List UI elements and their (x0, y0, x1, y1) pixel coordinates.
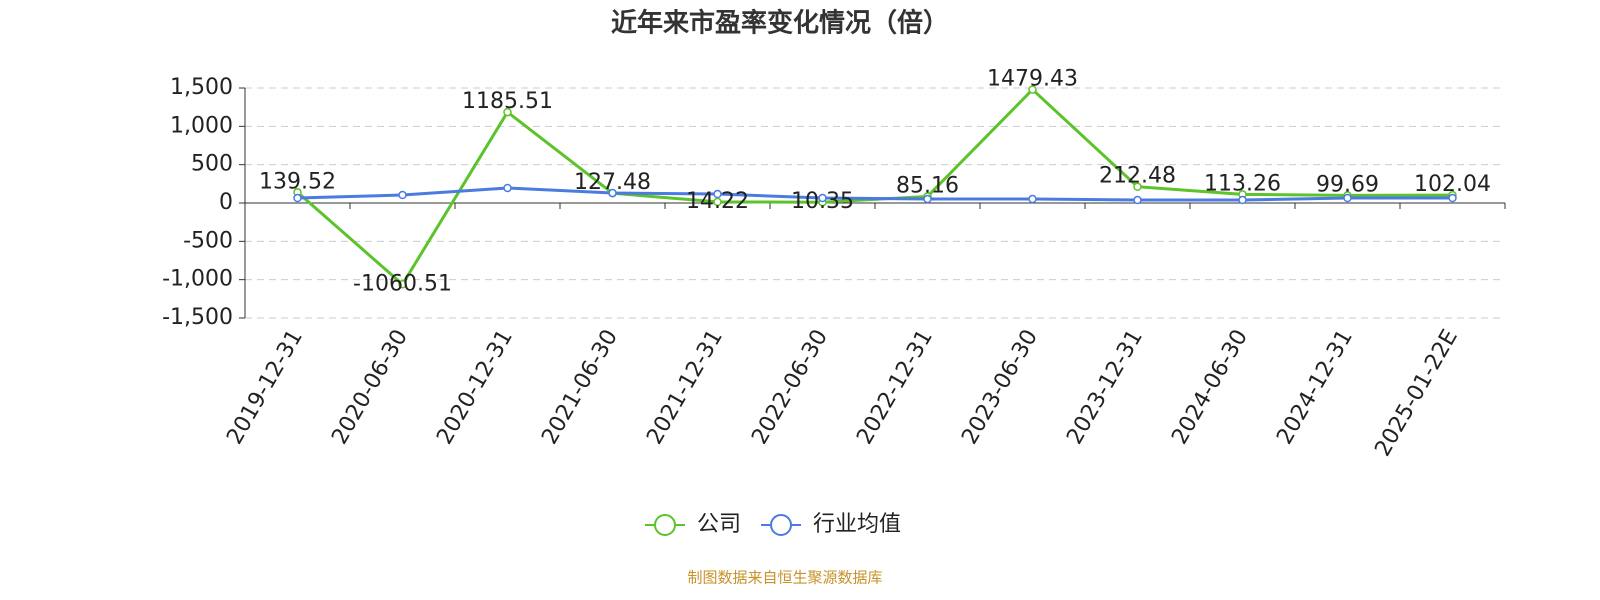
y-tick-label: 500 (191, 152, 233, 177)
x-tick-label: 2019-12-31 (222, 326, 308, 449)
x-tick-label: 2023-06-30 (957, 326, 1043, 449)
data-label: 10.35 (791, 189, 854, 214)
legend-label: 行业均值 (813, 512, 901, 537)
point (608, 188, 617, 198)
point (818, 193, 827, 203)
y-tick-label: 1,500 (170, 75, 233, 100)
y-tick-label: -500 (183, 228, 233, 253)
x-tick-label: 2021-06-30 (537, 326, 623, 449)
data-label: 139.52 (259, 169, 336, 194)
point (398, 280, 407, 289)
point (1028, 194, 1037, 204)
data-label: 212.48 (1099, 164, 1176, 189)
data-label: 14.22 (686, 189, 749, 214)
point (713, 197, 722, 207)
point (1343, 193, 1352, 203)
x-tick-label: 2025-01-22E (1370, 326, 1463, 461)
series-line (297, 186, 1453, 202)
x-tick-label: 2020-12-31 (432, 326, 518, 449)
x-tick-label: 2022-06-30 (747, 326, 833, 449)
y-tick-label: 1,000 (170, 113, 233, 138)
y-tick-label: 0 (219, 190, 233, 215)
y-tick-label: -1,500 (162, 305, 233, 330)
point (293, 193, 302, 203)
x-tick-label: 2020-06-30 (327, 326, 413, 449)
x-tick-label: 2021-12-31 (642, 326, 728, 449)
point (1448, 193, 1457, 203)
point (503, 183, 512, 193)
data-label: 99.69 (1316, 172, 1379, 197)
point (1133, 182, 1142, 191)
point (713, 189, 722, 199)
point (1028, 85, 1037, 94)
data-label: 85.16 (896, 173, 959, 198)
point (1238, 195, 1247, 205)
point (398, 190, 407, 200)
point (1133, 195, 1142, 205)
chart-title: 近年来市盈率变化情况（倍） (611, 8, 949, 39)
data-label: 113.26 (1204, 171, 1281, 196)
legend-marker (654, 514, 676, 536)
data-label: 127.48 (574, 170, 651, 195)
x-tick-label: 2024-06-30 (1167, 326, 1253, 449)
source-note: 制图数据来自恒生聚源数据库 (687, 569, 882, 587)
point (503, 107, 512, 117)
data-label: 1185.51 (462, 89, 553, 114)
data-label: 1479.43 (987, 67, 1078, 92)
data-label: 102.04 (1414, 172, 1491, 197)
x-tick-label: 2023-12-31 (1062, 326, 1148, 449)
data-label: -1060.51 (353, 271, 452, 296)
point (923, 194, 932, 204)
y-tick-label: -1,000 (162, 267, 233, 292)
legend-label: 公司 (697, 512, 741, 537)
x-tick-label: 2024-12-31 (1272, 326, 1358, 449)
x-tick-label: 2022-12-31 (852, 326, 938, 449)
legend-marker (770, 514, 793, 536)
